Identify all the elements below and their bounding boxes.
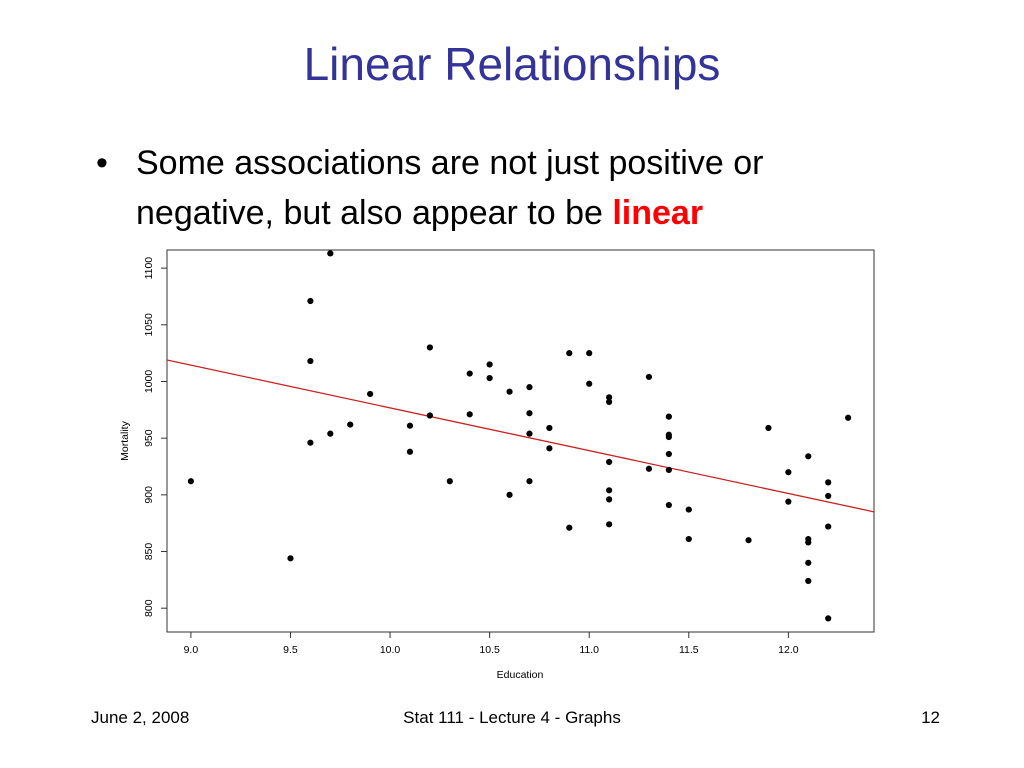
data-point bbox=[785, 498, 792, 505]
data-point bbox=[805, 539, 812, 546]
data-point bbox=[526, 410, 533, 417]
y-tick-label: 1050 bbox=[143, 313, 155, 337]
data-point bbox=[805, 559, 812, 566]
data-point bbox=[685, 506, 692, 513]
y-tick-label: 900 bbox=[143, 486, 155, 504]
data-point bbox=[466, 370, 473, 377]
footer-page-number: 12 bbox=[921, 708, 940, 727]
data-point bbox=[586, 380, 593, 387]
data-point bbox=[665, 501, 672, 509]
data-point bbox=[665, 433, 672, 441]
x-tick-label: 9.0 bbox=[184, 644, 199, 656]
y-tick-label: 950 bbox=[143, 429, 155, 447]
bullet-text: Some associations are not just positive … bbox=[136, 138, 896, 238]
data-point bbox=[526, 478, 533, 485]
data-point bbox=[765, 424, 772, 432]
data-point bbox=[745, 537, 752, 544]
data-point bbox=[606, 398, 613, 405]
data-point bbox=[446, 478, 453, 485]
data-point bbox=[426, 344, 433, 351]
x-tick-label: 10.5 bbox=[479, 644, 500, 656]
data-point bbox=[307, 297, 314, 305]
data-point bbox=[526, 430, 533, 437]
data-point bbox=[307, 439, 314, 446]
data-point bbox=[606, 521, 613, 528]
data-point bbox=[367, 390, 374, 398]
data-point bbox=[825, 492, 832, 500]
data-point bbox=[406, 448, 414, 455]
data-point bbox=[526, 384, 533, 391]
y-tick-label: 1100 bbox=[143, 257, 155, 280]
y-tick-label: 800 bbox=[143, 599, 155, 617]
footer-date: June 2, 2008 bbox=[91, 708, 190, 727]
data-point bbox=[606, 496, 613, 503]
plot-frame bbox=[166, 249, 875, 633]
data-point bbox=[606, 394, 613, 401]
bullet-body: Some associations are not just positive … bbox=[136, 144, 764, 232]
data-point bbox=[406, 422, 414, 429]
y-tick-label: 1000 bbox=[143, 370, 155, 394]
bullet-dot-icon: • bbox=[96, 144, 108, 182]
data-point bbox=[606, 487, 613, 494]
y-tick-label: 850 bbox=[143, 543, 155, 561]
x-tick-label: 9.5 bbox=[283, 644, 298, 656]
x-tick-label: 11.0 bbox=[579, 644, 599, 656]
scatter-chart: 9.0 9.5 10.0 10.5 11.0 11.5 12.0 800 850 900 950 10… bbox=[119, 249, 875, 681]
data-point bbox=[825, 615, 832, 622]
data-point bbox=[665, 413, 672, 420]
data-point bbox=[566, 350, 573, 357]
data-point bbox=[665, 466, 672, 474]
data-point bbox=[466, 411, 473, 418]
data-point bbox=[645, 465, 653, 472]
data-point bbox=[825, 479, 832, 486]
y-axis-label: Mortality bbox=[119, 420, 131, 460]
data-point bbox=[347, 421, 354, 428]
axis-ticks: 9.0 9.5 10.0 10.5 11.0 11.5 12.0 800 850 900 950 10… bbox=[143, 257, 799, 656]
x-tick-label: 11.5 bbox=[679, 644, 699, 656]
data-point bbox=[327, 430, 334, 437]
data-point bbox=[785, 469, 792, 476]
data-point bbox=[665, 450, 672, 458]
data-point bbox=[187, 478, 194, 485]
data-point bbox=[287, 555, 294, 562]
data-point bbox=[645, 373, 653, 381]
data-point bbox=[845, 414, 852, 421]
x-tick-label: 10.0 bbox=[380, 644, 401, 656]
x-tick-label: 12.0 bbox=[778, 644, 799, 656]
data-point bbox=[307, 357, 314, 365]
footer-course: Stat 111 - Lecture 4 - Graphs bbox=[403, 708, 621, 727]
slide-title: Linear Relationships bbox=[303, 38, 721, 90]
data-point bbox=[486, 361, 493, 368]
data-point bbox=[825, 523, 832, 530]
data-points bbox=[187, 250, 852, 622]
data-point bbox=[327, 250, 334, 257]
data-point bbox=[805, 577, 812, 585]
data-point bbox=[546, 445, 553, 452]
data-point bbox=[685, 535, 692, 543]
data-point bbox=[426, 412, 433, 419]
x-axis-label: Education bbox=[497, 669, 544, 681]
data-point bbox=[486, 374, 493, 382]
data-point bbox=[586, 350, 593, 357]
data-point bbox=[546, 424, 553, 432]
regression-line bbox=[166, 359, 875, 513]
data-point bbox=[566, 524, 573, 531]
bullet-emphasis: linear bbox=[612, 194, 704, 232]
data-point bbox=[506, 388, 513, 395]
data-point bbox=[805, 453, 812, 460]
data-point bbox=[506, 491, 513, 498]
data-point bbox=[606, 458, 613, 466]
